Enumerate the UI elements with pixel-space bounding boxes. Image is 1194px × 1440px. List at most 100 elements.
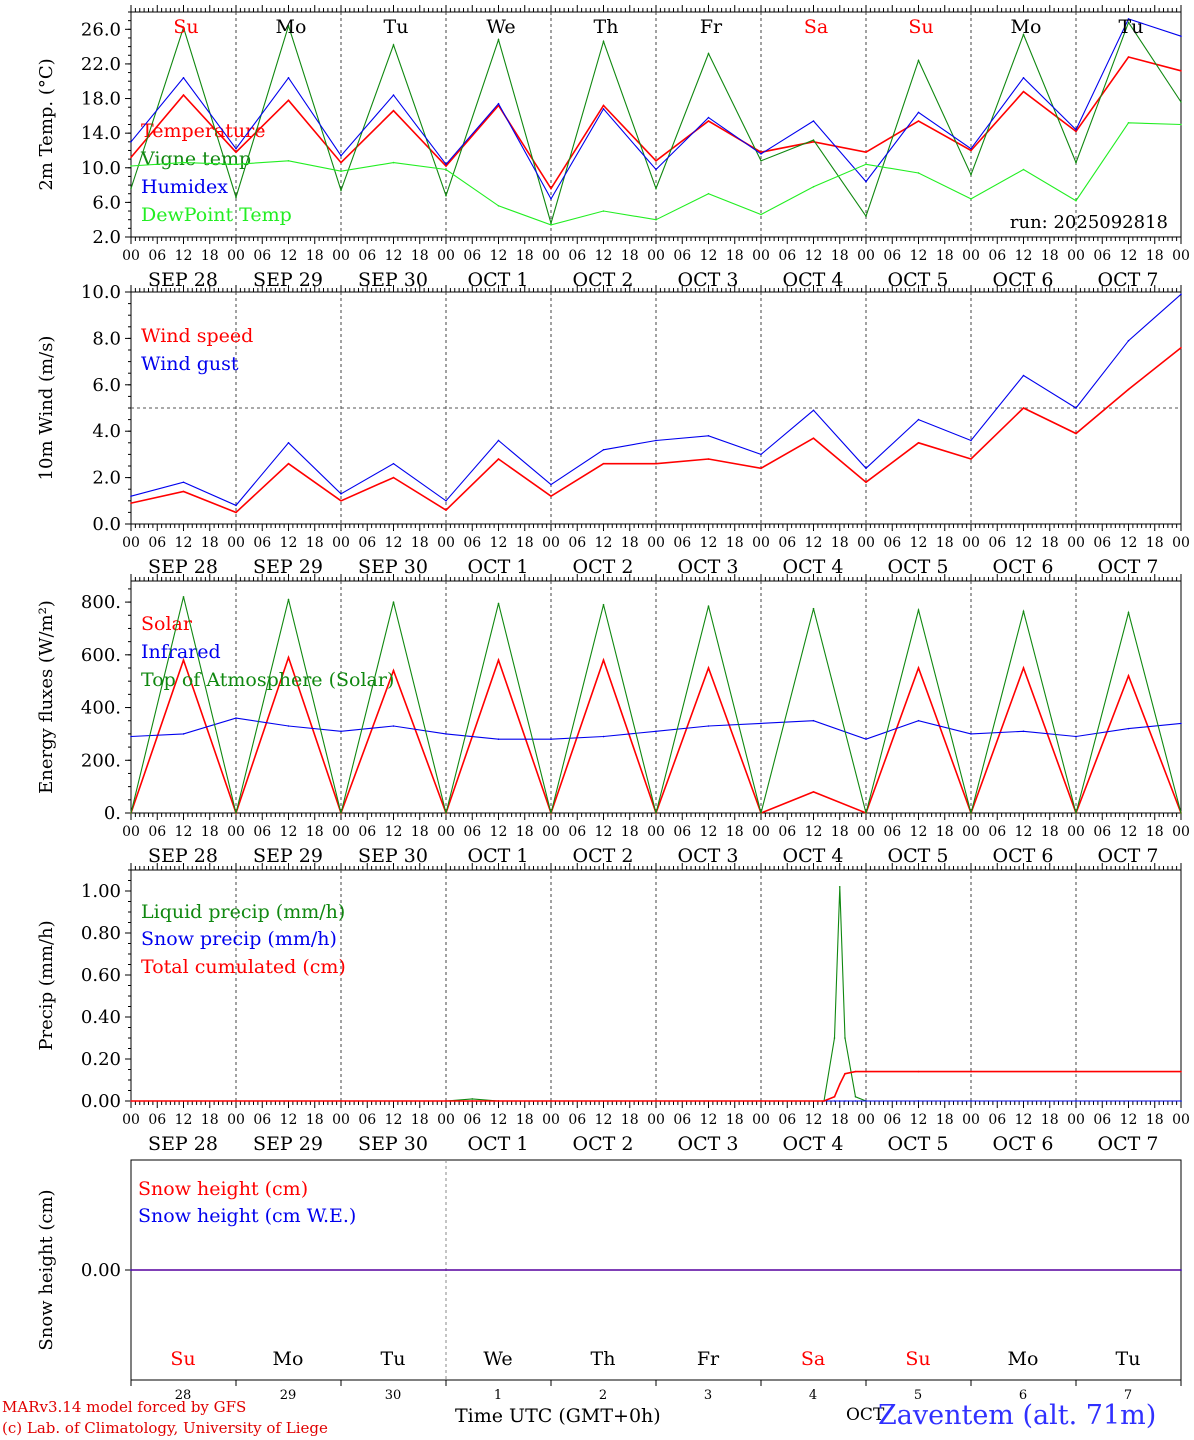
data-point — [970, 733, 972, 735]
data-point — [838, 1100, 841, 1102]
data-point — [844, 1037, 846, 1039]
y-tick-label: 0. — [104, 803, 121, 824]
y-tick-label: 6.0 — [92, 192, 121, 213]
data-point — [838, 1083, 841, 1085]
lab-credit: (c) Lab. of Climatology, University of L… — [2, 1419, 328, 1437]
data-point — [1022, 407, 1025, 409]
data-point — [1022, 730, 1025, 733]
day-name: Tu — [1116, 1348, 1141, 1370]
hour-label: 00 — [857, 1112, 875, 1128]
hour-label: 18 — [306, 824, 324, 840]
data-point — [392, 476, 395, 479]
data-point — [970, 812, 972, 814]
date-label: OCT 4 — [783, 269, 844, 291]
data-point — [655, 730, 657, 733]
data-point — [760, 153, 762, 155]
date-label: OCT 3 — [678, 1133, 739, 1155]
data-point — [655, 462, 657, 465]
legend-entry: Solar — [141, 613, 193, 635]
data-point — [970, 149, 972, 152]
data-point — [287, 725, 290, 727]
y-tick-label: 200. — [81, 750, 121, 771]
data-point — [1127, 388, 1130, 391]
hour-label: 12 — [700, 1112, 718, 1128]
day-name: Fr — [700, 16, 723, 38]
hour-label: 12 — [490, 824, 508, 840]
hour-label: 00 — [542, 535, 560, 551]
hour-label: 12 — [385, 535, 403, 551]
data-point — [550, 222, 552, 224]
data-point — [844, 1072, 846, 1075]
data-point — [340, 812, 342, 814]
data-point — [340, 170, 342, 173]
hour-label: 12 — [910, 1112, 928, 1128]
hour-label: 18 — [1041, 1112, 1059, 1128]
data-point — [833, 1037, 836, 1039]
data-point — [182, 596, 185, 598]
data-point — [1075, 130, 1077, 133]
data-point — [340, 154, 342, 157]
data-point — [865, 812, 867, 814]
data-point — [865, 1100, 867, 1102]
hour-label: 12 — [280, 535, 298, 551]
data-point — [130, 165, 132, 167]
hour-label: 06 — [463, 248, 481, 264]
panel-3: 800. 600. 400. 200. 0. Energy fluxes (W/m²) So… — [36, 574, 1190, 867]
data-point — [707, 435, 710, 437]
hour-label: 00 — [857, 535, 875, 551]
data-point — [497, 602, 500, 605]
data-point — [1075, 199, 1077, 202]
day-name: Th — [591, 1348, 616, 1370]
hour-label: 12 — [910, 824, 928, 840]
y-tick-label: 22.0 — [81, 54, 121, 75]
y-tick-label: 26.0 — [81, 19, 121, 40]
date-label: SEP 28 — [148, 845, 218, 867]
data-point — [917, 442, 920, 444]
data-point — [130, 812, 132, 814]
date-label: OCT 5 — [888, 845, 949, 867]
hour-label: 18 — [831, 535, 849, 551]
data-point — [1127, 21, 1130, 24]
hour-label: 06 — [778, 1112, 796, 1128]
data-point — [844, 1100, 846, 1102]
data-point — [1075, 161, 1077, 164]
y-tick-label: 10.0 — [81, 282, 121, 303]
hour-label: 00 — [752, 1112, 770, 1128]
data-point — [182, 76, 185, 79]
legend-entry: Humidex — [141, 176, 228, 198]
panel-5: 0.00 Snow height (cm) Snow height (cm) Snow… — [36, 1159, 1182, 1381]
hour-label: 18 — [726, 248, 744, 264]
data-point — [287, 76, 290, 79]
hour-label: 06 — [253, 535, 271, 551]
hour-label: 06 — [1093, 1112, 1111, 1128]
y-axis-label: Snow height (cm) — [36, 1189, 57, 1350]
hour-label: 00 — [437, 824, 455, 840]
hour-label: 18 — [201, 824, 219, 840]
data-point — [235, 147, 237, 150]
data-point — [602, 210, 605, 212]
data-point — [917, 609, 920, 611]
data-point — [970, 147, 972, 150]
date-label: OCT 7 — [1098, 556, 1159, 578]
hour-label: 12 — [280, 824, 298, 840]
data-point — [812, 437, 815, 439]
hour-label: 06 — [463, 824, 481, 840]
hour-label: 12 — [1015, 1112, 1033, 1128]
data-point — [340, 730, 342, 733]
hour-label: 06 — [778, 824, 796, 840]
hour-label: 06 — [883, 535, 901, 551]
data-point — [833, 1100, 836, 1102]
data-point — [655, 187, 657, 190]
hour-label: 06 — [253, 248, 271, 264]
data-point — [917, 1100, 920, 1102]
data-point — [812, 791, 815, 793]
data-point — [865, 481, 867, 484]
legend-entry: Top of Atmosphere (Solar) — [141, 669, 394, 691]
hour-label: 06 — [253, 824, 271, 840]
data-point — [1127, 339, 1130, 342]
hour-label: 00 — [752, 535, 770, 551]
y-tick-label: 800. — [81, 592, 121, 613]
data-point — [340, 189, 342, 192]
day-name: Tu — [1119, 16, 1144, 38]
date-label: OCT 6 — [993, 556, 1054, 578]
